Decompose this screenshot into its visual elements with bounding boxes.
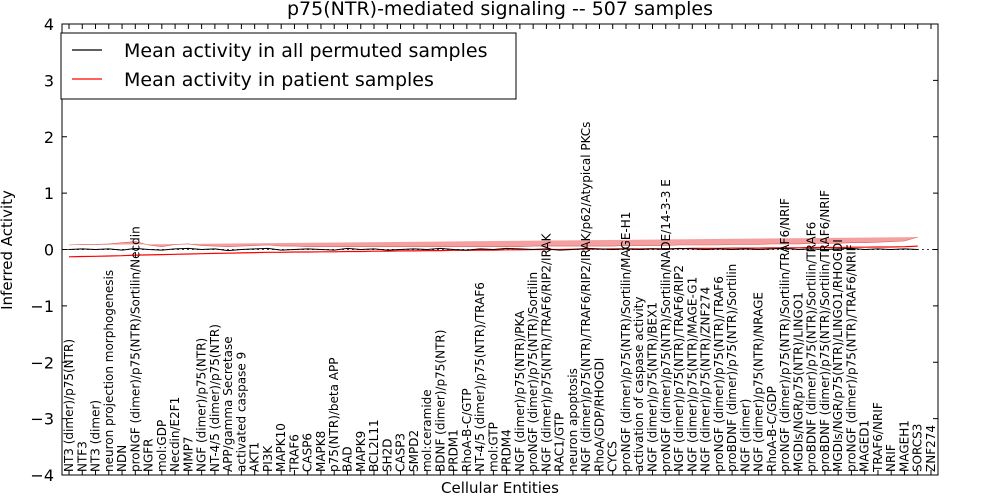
x-category-label: MGDIs/NGR/p75(NTR)/LINGO1/RHOGDI xyxy=(831,239,845,472)
x-category-label: ZNF274 xyxy=(924,425,938,472)
legend-box xyxy=(60,32,517,100)
y-axis: −4 −3 −2 −1 0 1 2 3 4 xyxy=(30,15,938,485)
x-category-label: PI3K xyxy=(261,445,275,472)
legend-label-permuted: Mean activity in all permuted samples xyxy=(124,40,487,62)
x-category-label: BAD xyxy=(340,446,354,472)
y-axis-title: Inferred Activity xyxy=(0,190,16,310)
x-category-label: NGF (dimer)/p75(NTR)/ZNF274 xyxy=(699,287,713,472)
x-category-label: MAPK8 xyxy=(314,431,328,472)
x-category-label: RhoA-B-C/GTP xyxy=(460,388,474,472)
x-category-label: NGF (dimer) xyxy=(738,399,752,472)
x-category-label: APP/gamma Secretase xyxy=(221,336,235,472)
x-category-label: AKT1 xyxy=(248,442,262,472)
x-category-label: NDN xyxy=(115,445,129,472)
series-line-permuted xyxy=(68,247,918,252)
x-category-label: NT-4/5 (dimer)/p75(NTR)/TRAF6 xyxy=(473,282,487,472)
y-tick-label: 2 xyxy=(44,128,54,147)
x-category-label: MAGEH1 xyxy=(897,420,911,472)
y-tick-label: −1 xyxy=(30,297,54,316)
x-category-label: NGF (dimer)/p75(NTR)/NRAGE xyxy=(752,292,766,472)
x-category-label: SH2D xyxy=(380,438,394,472)
x-category-label: proNGF (dimer)/p75(NTR)/Sortilin/Necdin xyxy=(128,226,142,472)
legend: Mean activity in all permuted samples Me… xyxy=(60,32,517,100)
x-category-label: TRAF6 xyxy=(287,434,301,473)
x-category-label: RhoA-B-C/GDP xyxy=(765,386,779,472)
x-category-label: proNGF (dimer)/p75(NTR)/Sortilin/MAGE-H1 xyxy=(619,212,633,472)
y-tick-label: 3 xyxy=(44,71,54,90)
x-category-label: mol:GDP xyxy=(155,420,169,472)
x-category-label: PRDM1 xyxy=(447,429,461,472)
x-category-label: NGF (dimer)/p75(NTR)/PKA xyxy=(513,310,527,472)
x-category-label: NGF (dimer)/p75(NTR)/TRAF6/RIP2/IRAK xyxy=(539,232,553,472)
x-category-label: proBDNF (dimer)/p75(NTR)/Sortilin xyxy=(725,264,739,472)
x-category-label: RhoA/GDP/RHOGDI xyxy=(592,358,606,472)
x-category-label: NT-4/5 (dimer)/p75(NTR) xyxy=(208,324,222,472)
x-category-label: SORCS3 xyxy=(911,424,925,472)
x-category-label: NT3 (dimer)/p75(NTR) xyxy=(62,339,76,472)
x-category-label: proBDNF (dimer)/p75(NTR)/Sortilin/TRAF6 xyxy=(805,222,819,472)
x-category-label: NGF (dimer)/p75(NTR)/MAGE-G1 xyxy=(685,277,699,472)
x-category-label: NGF (dimer)/p75(NTR) xyxy=(195,338,209,472)
y-tick-label: −3 xyxy=(30,410,54,429)
y-tick-label: −4 xyxy=(30,466,54,485)
y-tick-label: 1 xyxy=(44,184,54,203)
x-category-label: MAPK9 xyxy=(354,431,368,472)
y-tick-label: 0 xyxy=(44,241,54,260)
x-category-label: MAPK10 xyxy=(274,423,288,472)
x-category-label: MMP7 xyxy=(181,436,195,472)
x-category-label: NTF3 xyxy=(75,441,89,472)
x-axis-title: Cellular Entities xyxy=(441,479,559,497)
x-category-label: proNGF (dimer)/p75(NTR)/Sortilin/NADE/14… xyxy=(659,179,673,472)
x-category-label: proNGF (dimer)/p75(NTR)/Sortilin/TRAF6/N… xyxy=(778,198,792,472)
x-category-label: NGF (dimer)/p75(NTR)/BEX1 xyxy=(646,302,660,472)
x-category-label: NGFR xyxy=(142,438,156,472)
x-category-label: SMPD2 xyxy=(407,430,421,472)
x-category-label: activation of caspase activity xyxy=(632,297,646,472)
x-category-label: NGF (dimer)/p75(NTR)/TRAF6/RIP2/IRAK/p62… xyxy=(579,122,593,472)
x-category-label: BDNF (dimer)/p75(NTR) xyxy=(433,330,447,472)
x-category-label: CYCS xyxy=(606,441,620,472)
series-line-patient xyxy=(68,245,918,258)
x-category-label: CASP3 xyxy=(394,433,408,472)
x-category-label: RAC1/GTP xyxy=(553,413,567,472)
legend-label-patient: Mean activity in patient samples xyxy=(124,69,434,91)
x-category-label: activated caspase 9 xyxy=(234,352,248,472)
x-category-label: mol:GTP xyxy=(486,422,500,472)
x-category-label: MAGED1 xyxy=(858,420,872,472)
x-category-label: NRIF xyxy=(884,444,898,472)
x-category-label: NGF (dimer)/p75(NTR)/TRAF6/RIP2 xyxy=(672,265,686,472)
x-category-label: neuron apoptosis xyxy=(566,368,580,472)
x-category-label: neuron projection morphogenesis xyxy=(102,270,116,472)
x-category-label: proNGF (dimer)/p75(NTR)/Sortilin xyxy=(526,272,540,472)
y-tick-label: −2 xyxy=(30,353,54,372)
x-category-label: CASP6 xyxy=(301,433,315,472)
x-axis-labels: NT3 (dimer)/p75(NTR) NTF3 NT3 (dimer) neuro… xyxy=(62,24,938,475)
x-category-label: PRDM4 xyxy=(500,429,514,472)
y-tick-label: 4 xyxy=(44,15,54,34)
chart-title: p75(NTR)-mediated signaling -- 507 sampl… xyxy=(287,0,713,20)
x-category-label: MGDIs/NGR/p75(NTR)/LINGO1 xyxy=(791,292,805,472)
x-category-label: p75(NTR)/beta APP xyxy=(327,358,341,473)
plot-area xyxy=(62,236,938,258)
x-category-label: NT3 (dimer) xyxy=(89,400,103,472)
x-category-label: proNGF (dimer)/p75(NTR)/TRAF6/NRIF xyxy=(844,244,858,472)
x-category-label: TRAF6/NRIF xyxy=(871,402,885,473)
x-category-label: mol:ceramide xyxy=(420,389,434,472)
x-category-label: Necdin/E2F1 xyxy=(168,397,182,472)
patient-confidence-band xyxy=(68,236,918,248)
x-category-label: proNGF (dimer)/p75(NTR)/TRAF6 xyxy=(712,276,726,472)
x-category-label: BCL2L11 xyxy=(367,419,381,472)
x-category-label: proBDNF (dimer)/p75(NTR)/Sortilin/TRAF6/… xyxy=(818,190,832,472)
